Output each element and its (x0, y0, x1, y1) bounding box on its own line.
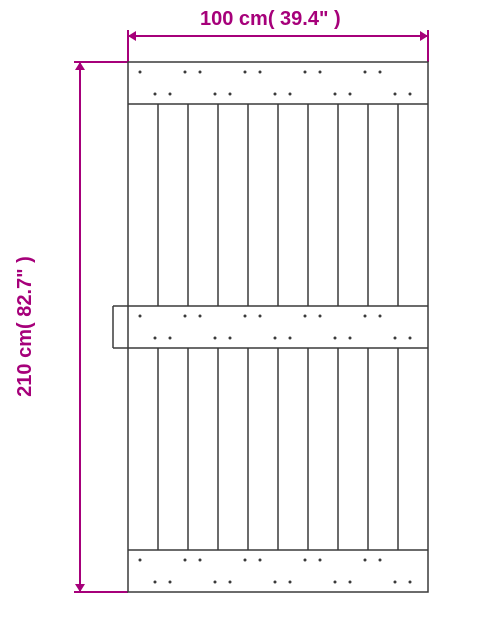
height-dimension-label: 210 cm( 82.7" ) (14, 256, 37, 397)
width-dimension-label: 100 cm( 39.4" ) (200, 8, 341, 31)
dimension-diagram (0, 0, 500, 641)
